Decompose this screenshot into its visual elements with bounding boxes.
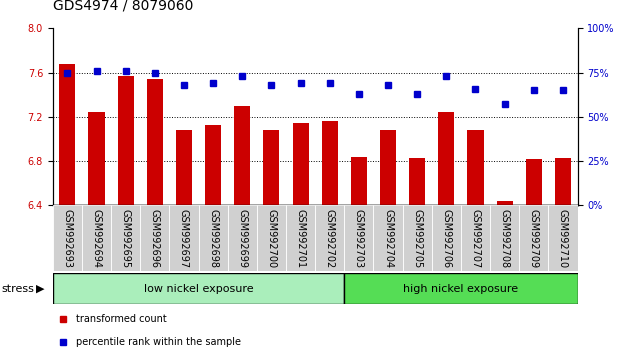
Text: GSM992706: GSM992706 [442,209,451,268]
Bar [60,64,75,205]
Bar [438,113,455,205]
Text: GSM992696: GSM992696 [150,209,160,268]
Bar [344,205,373,271]
Bar [234,106,250,205]
Text: stress: stress [1,284,34,293]
Text: ▶: ▶ [36,284,45,293]
Text: GSM992700: GSM992700 [266,209,276,268]
Text: percentile rank within the sample: percentile rank within the sample [76,337,242,348]
Bar [497,201,513,205]
Text: GSM992701: GSM992701 [296,209,306,268]
Bar [344,273,578,304]
Bar [53,273,344,304]
Bar [292,124,309,205]
Text: GSM992694: GSM992694 [91,209,101,268]
Bar [315,205,344,271]
Text: GSM992705: GSM992705 [412,209,422,268]
Bar [402,205,432,271]
Text: GSM992710: GSM992710 [558,209,568,268]
Text: GSM992702: GSM992702 [325,209,335,268]
Text: transformed count: transformed count [76,314,167,325]
Bar [409,158,425,205]
Bar [82,205,111,271]
Bar [257,205,286,271]
Bar [176,130,192,205]
Bar [555,158,571,205]
Bar [548,205,578,271]
Bar [432,205,461,271]
Bar [117,76,134,205]
Bar [490,205,519,271]
Bar [519,205,548,271]
Text: GSM992709: GSM992709 [529,209,539,268]
Bar [228,205,257,271]
Text: high nickel exposure: high nickel exposure [404,284,519,293]
Bar [351,156,367,205]
Text: GSM992698: GSM992698 [208,209,218,268]
Bar [140,205,170,271]
Bar [461,205,490,271]
Text: GSM992707: GSM992707 [471,209,481,268]
Text: GSM992699: GSM992699 [237,209,247,268]
Bar [170,205,199,271]
Text: GDS4974 / 8079060: GDS4974 / 8079060 [53,0,193,12]
Bar [53,205,82,271]
Bar [373,205,402,271]
Bar [205,125,221,205]
Bar [147,79,163,205]
Bar [380,130,396,205]
Bar [468,130,484,205]
Text: GSM992708: GSM992708 [500,209,510,268]
Text: GSM992693: GSM992693 [62,209,73,268]
Bar [111,205,140,271]
Text: GSM992703: GSM992703 [354,209,364,268]
Text: GSM992704: GSM992704 [383,209,393,268]
Text: GSM992697: GSM992697 [179,209,189,268]
Bar [263,130,279,205]
Bar [199,205,228,271]
Bar [89,113,104,205]
Bar [286,205,315,271]
Text: low nickel exposure: low nickel exposure [143,284,253,293]
Bar [322,121,338,205]
Text: GSM992695: GSM992695 [120,209,130,268]
Bar [526,159,542,205]
